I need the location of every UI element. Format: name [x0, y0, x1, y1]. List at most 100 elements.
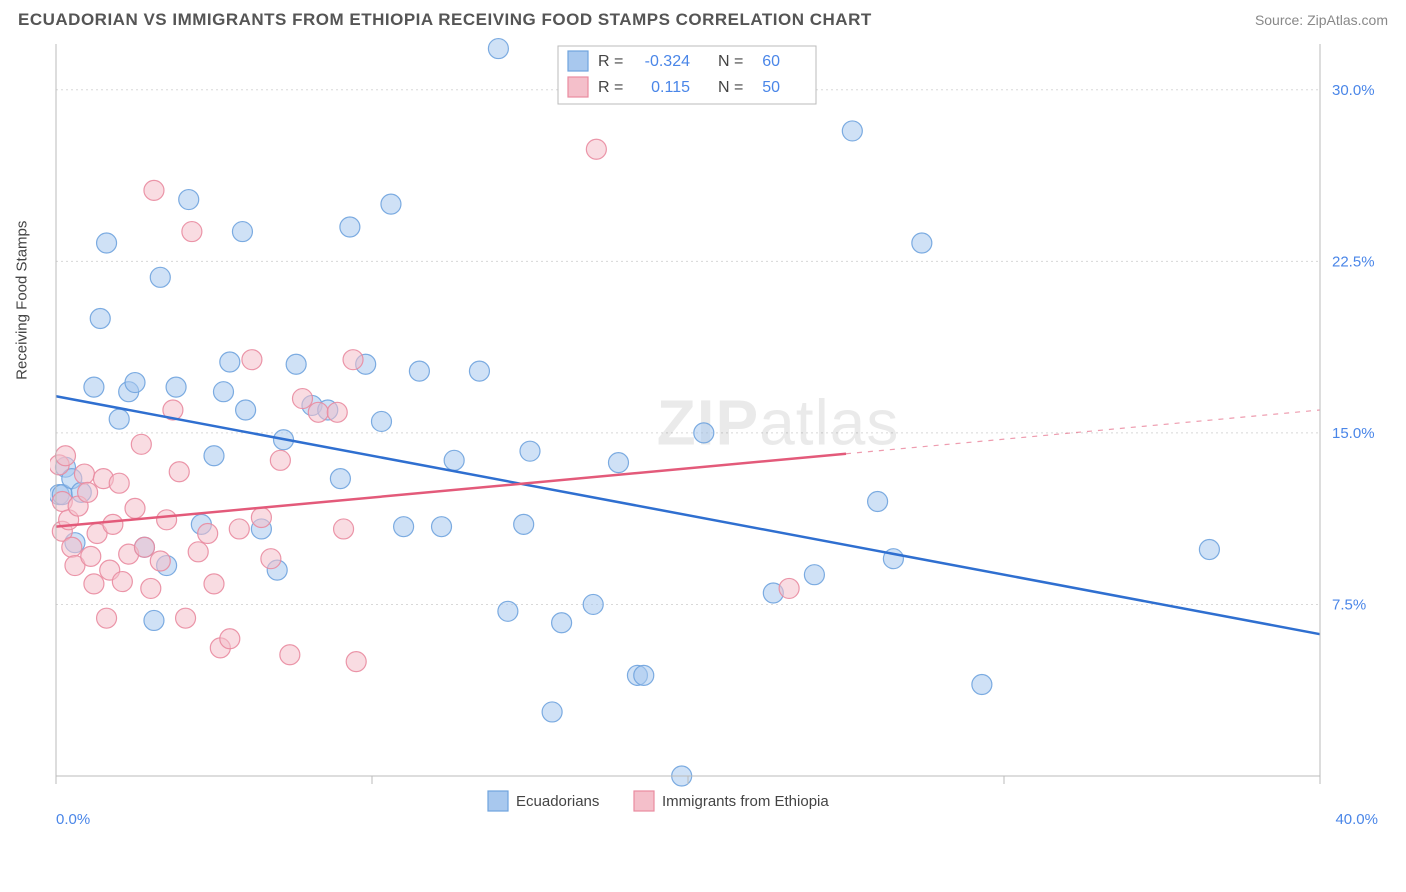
data-point [251, 508, 271, 528]
data-point [131, 434, 151, 454]
correlation-chart: 7.5%15.0%22.5%30.0%ZIPatlas0.0%40.0%R =-… [50, 36, 1386, 866]
data-point [330, 469, 350, 489]
x-max-label: 40.0% [1335, 811, 1378, 828]
y-tick-label: 30.0% [1332, 82, 1375, 99]
data-point [552, 613, 572, 633]
data-point [242, 350, 262, 370]
data-point [542, 702, 562, 722]
data-point [608, 453, 628, 473]
data-point [394, 517, 414, 537]
data-point [469, 361, 489, 381]
data-point [179, 190, 199, 210]
data-point [188, 542, 208, 562]
data-point [444, 450, 464, 470]
data-point [334, 519, 354, 539]
data-point [308, 402, 328, 422]
data-point [586, 139, 606, 159]
data-point [261, 549, 281, 569]
data-point [1199, 540, 1219, 560]
data-point [220, 629, 240, 649]
data-point [182, 222, 202, 242]
data-point [134, 537, 154, 557]
data-point [109, 409, 129, 429]
data-point [204, 446, 224, 466]
data-point [236, 400, 256, 420]
data-point [634, 665, 654, 685]
data-point [125, 373, 145, 393]
stats-n-label: N = [718, 79, 743, 96]
data-point [292, 389, 312, 409]
legend-label: Ecuadorians [516, 793, 599, 810]
stats-swatch [568, 51, 588, 71]
data-point [84, 574, 104, 594]
stats-r-value: 0.115 [651, 79, 690, 96]
y-tick-label: 22.5% [1332, 253, 1375, 270]
data-point [514, 514, 534, 534]
data-point [198, 524, 218, 544]
data-point [103, 514, 123, 534]
data-point [381, 194, 401, 214]
data-point [371, 411, 391, 431]
data-point [972, 675, 992, 695]
data-point [286, 354, 306, 374]
data-point [346, 652, 366, 672]
data-point [169, 462, 189, 482]
data-point [157, 510, 177, 530]
data-point [204, 574, 224, 594]
data-point [220, 352, 240, 372]
y-tick-label: 7.5% [1332, 596, 1366, 613]
trend-line-extrapolated [846, 410, 1320, 454]
x-min-label: 0.0% [56, 811, 90, 828]
data-point [409, 361, 429, 381]
data-point [520, 441, 540, 461]
data-point [144, 610, 164, 630]
data-point [694, 423, 714, 443]
legend-label: Immigrants from Ethiopia [662, 793, 829, 810]
stats-n-value: 60 [762, 53, 780, 70]
legend-swatch [634, 791, 654, 811]
data-point [125, 498, 145, 518]
stats-r-label: R = [598, 53, 623, 70]
data-point [488, 39, 508, 59]
data-point [84, 377, 104, 397]
stats-n-value: 50 [762, 79, 780, 96]
data-point [868, 492, 888, 512]
data-point [74, 464, 94, 484]
data-point [150, 267, 170, 287]
y-axis-label: Receiving Food Stamps [14, 221, 31, 380]
data-point [97, 608, 117, 628]
data-point [213, 382, 233, 402]
data-point [804, 565, 824, 585]
chart-title: ECUADORIAN VS IMMIGRANTS FROM ETHIOPIA R… [18, 10, 872, 30]
legend-swatch [488, 791, 508, 811]
data-point [90, 309, 110, 329]
stats-r-value: -0.324 [645, 53, 690, 70]
data-point [280, 645, 300, 665]
data-point [779, 578, 799, 598]
data-point [327, 402, 347, 422]
data-point [340, 217, 360, 237]
data-point [141, 578, 161, 598]
data-point [144, 180, 164, 200]
data-point [150, 551, 170, 571]
stats-r-label: R = [598, 79, 623, 96]
data-point [912, 233, 932, 253]
data-point [270, 450, 290, 470]
data-point [81, 546, 101, 566]
data-point [229, 519, 249, 539]
data-point [432, 517, 452, 537]
stats-swatch [568, 77, 588, 97]
data-point [97, 233, 117, 253]
data-point [842, 121, 862, 141]
data-point [232, 222, 252, 242]
data-point [176, 608, 196, 628]
y-tick-label: 15.0% [1332, 425, 1375, 442]
data-point [55, 446, 75, 466]
data-point [78, 482, 98, 502]
data-point [109, 473, 129, 493]
data-point [166, 377, 186, 397]
source-label: Source: ZipAtlas.com [1255, 12, 1388, 28]
data-point [343, 350, 363, 370]
data-point [498, 601, 518, 621]
stats-n-label: N = [718, 53, 743, 70]
